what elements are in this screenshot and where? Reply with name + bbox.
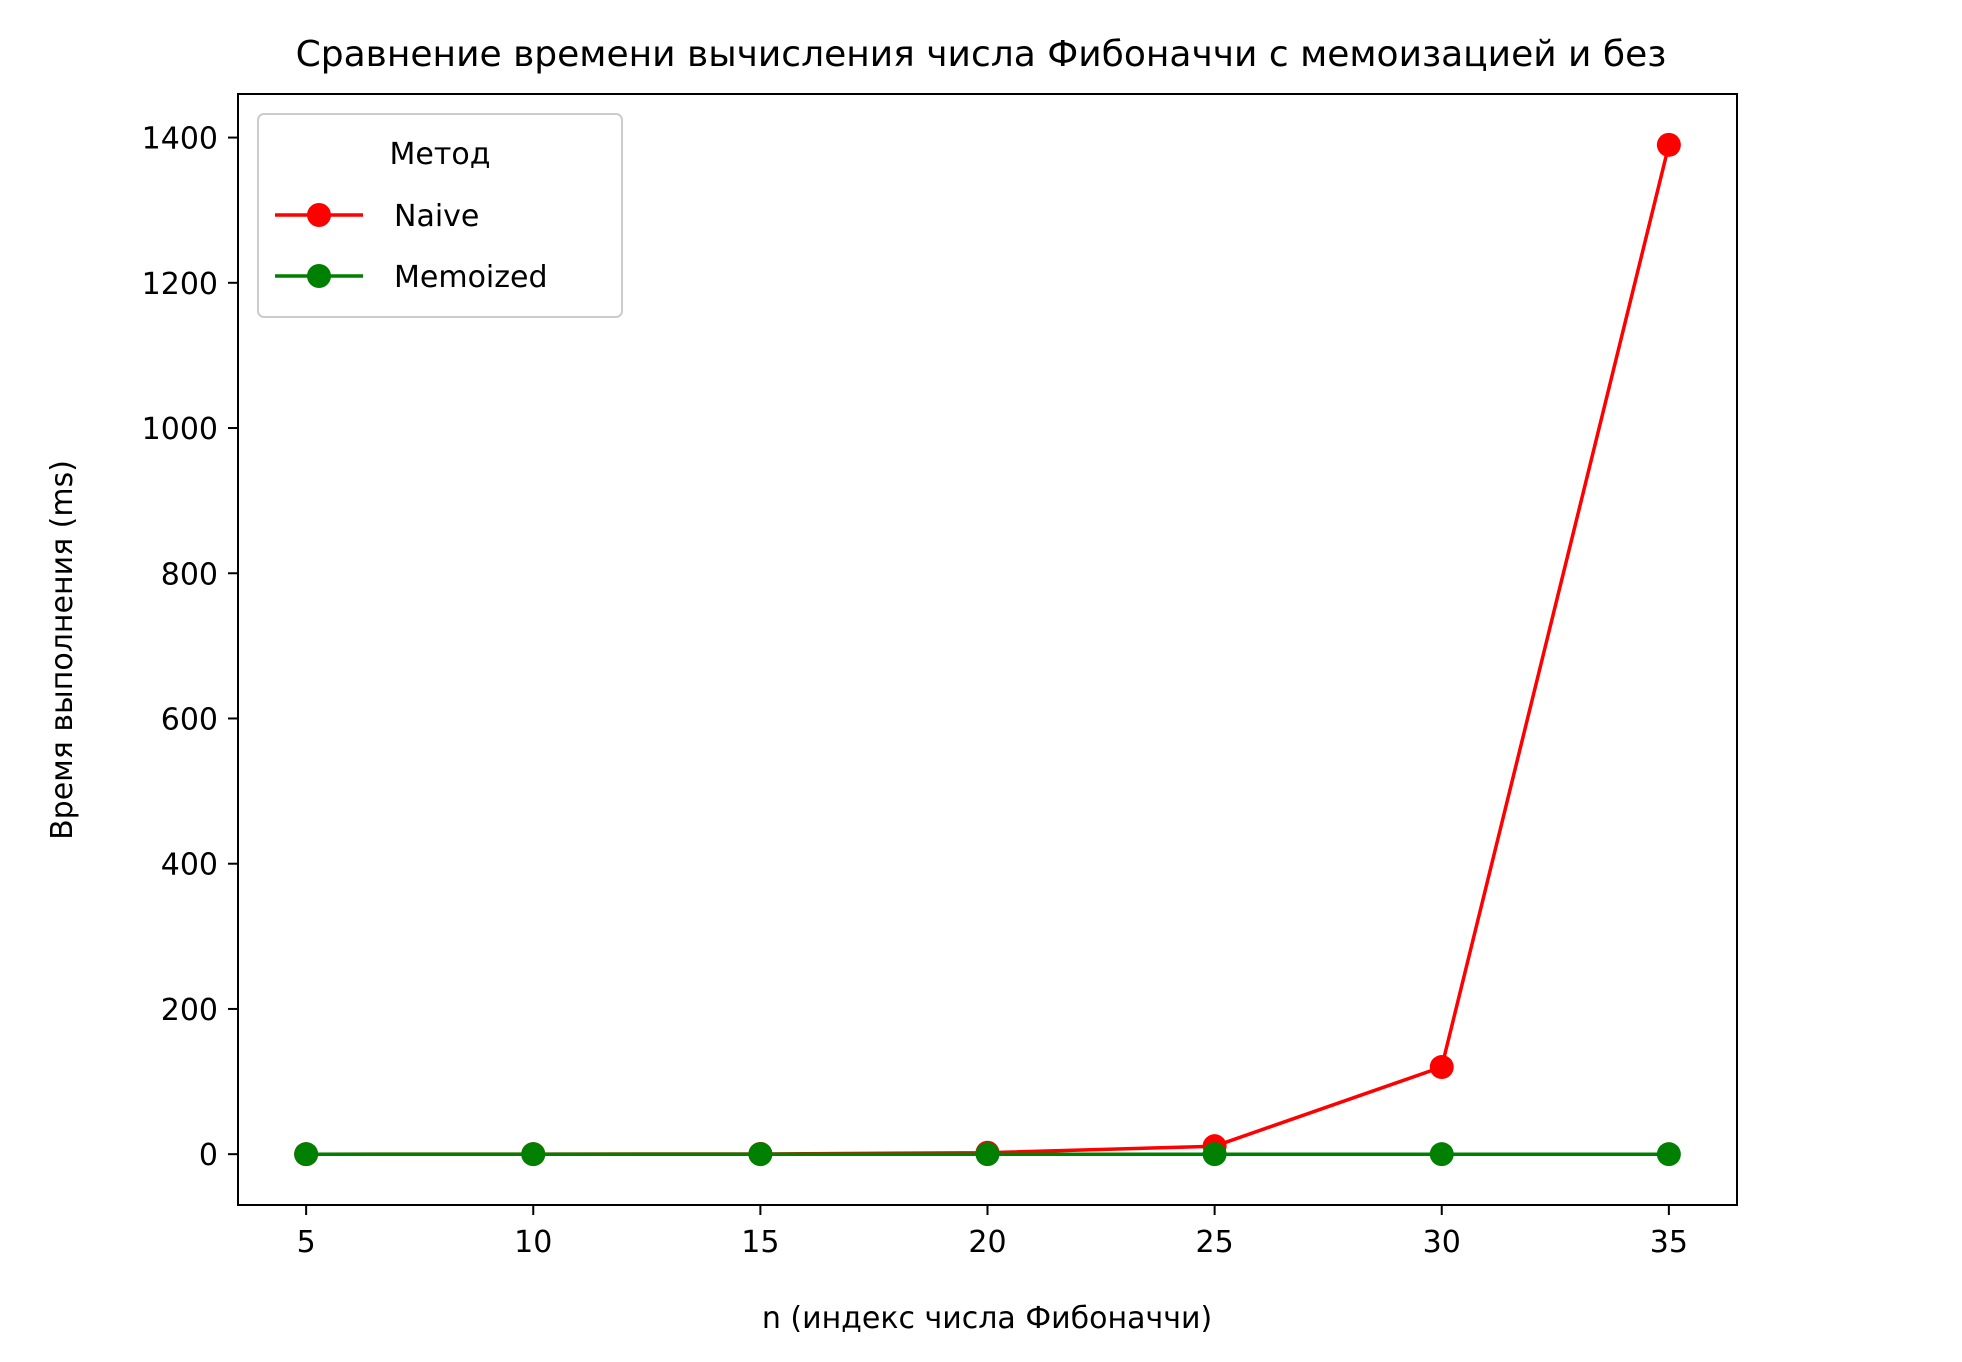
- x-axis: 5 10 15 20 25 30 35: [297, 1205, 1688, 1260]
- y-tick-label: 200: [161, 993, 218, 1028]
- legend-frame: [257, 113, 623, 318]
- data-point-memoized: [748, 1142, 773, 1167]
- legend-entry-memoized: Memoized: [275, 260, 548, 295]
- legend-entry-naive: Naive: [275, 199, 479, 234]
- y-tick-label: 0: [199, 1138, 218, 1173]
- data-point-naive: [1656, 132, 1681, 157]
- data-point-naive: [1429, 1055, 1454, 1080]
- legend-label-memoized: Memoized: [394, 260, 548, 295]
- series-layer: [294, 132, 1681, 1167]
- y-axis-label: Время выполнения (ms): [45, 460, 80, 840]
- y-tick-label: 400: [161, 848, 218, 883]
- x-tick-label: 25: [1196, 1225, 1234, 1260]
- legend-title: Метод: [390, 137, 491, 172]
- data-point-memoized: [521, 1142, 546, 1167]
- legend: Метод Naive Memoized: [257, 113, 623, 318]
- x-tick-label: 5: [297, 1225, 316, 1260]
- series-memoized: [294, 1142, 1681, 1167]
- data-point-memoized: [1429, 1142, 1454, 1167]
- y-tick-label: 1400: [142, 122, 218, 157]
- x-tick-label: 10: [514, 1225, 552, 1260]
- data-point-memoized: [294, 1142, 319, 1167]
- x-axis-label: n (индекс числа Фибоначчи): [762, 1301, 1212, 1336]
- x-tick-label: 15: [741, 1225, 779, 1260]
- legend-entries: Naive Memoized: [275, 199, 548, 295]
- y-tick-label: 800: [161, 557, 218, 592]
- x-tick-label: 35: [1650, 1225, 1688, 1260]
- legend-label-naive: Naive: [394, 199, 479, 234]
- data-point-memoized: [1656, 1142, 1681, 1167]
- y-tick-label: 1200: [142, 267, 218, 302]
- data-point-memoized: [975, 1142, 1000, 1167]
- y-tick-label: 1000: [142, 412, 218, 447]
- legend-marker-memoized: [307, 264, 331, 288]
- legend-marker-naive: [307, 203, 331, 227]
- data-point-memoized: [1202, 1142, 1227, 1167]
- y-axis: 0 200 400 600 800 1000 1200 1400: [142, 122, 238, 1173]
- y-tick-label: 600: [161, 702, 218, 737]
- x-tick-label: 20: [968, 1225, 1006, 1260]
- x-tick-label: 30: [1423, 1225, 1461, 1260]
- chart-title: Сравнение времени вычисления числа Фибон…: [296, 34, 1667, 75]
